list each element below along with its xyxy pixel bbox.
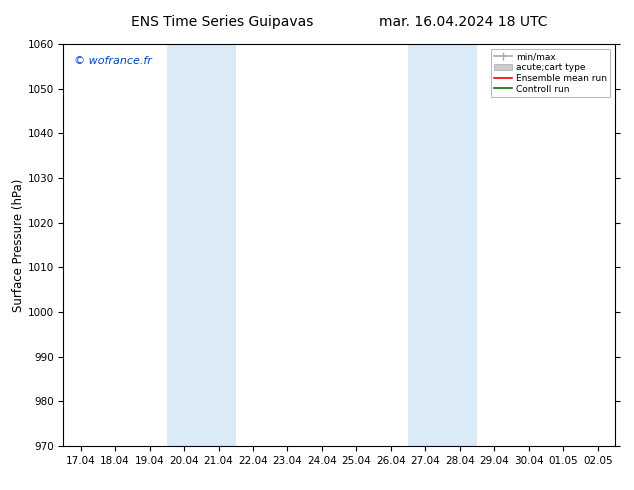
Legend: min/max, acute;cart type, Ensemble mean run, Controll run: min/max, acute;cart type, Ensemble mean … [491,49,611,97]
Text: ENS Time Series Guipavas: ENS Time Series Guipavas [131,15,313,29]
Bar [167,44,236,446]
Bar [408,44,477,446]
Text: © wofrance.fr: © wofrance.fr [74,56,152,66]
Text: mar. 16.04.2024 18 UTC: mar. 16.04.2024 18 UTC [378,15,547,29]
Y-axis label: Surface Pressure (hPa): Surface Pressure (hPa) [11,178,25,312]
